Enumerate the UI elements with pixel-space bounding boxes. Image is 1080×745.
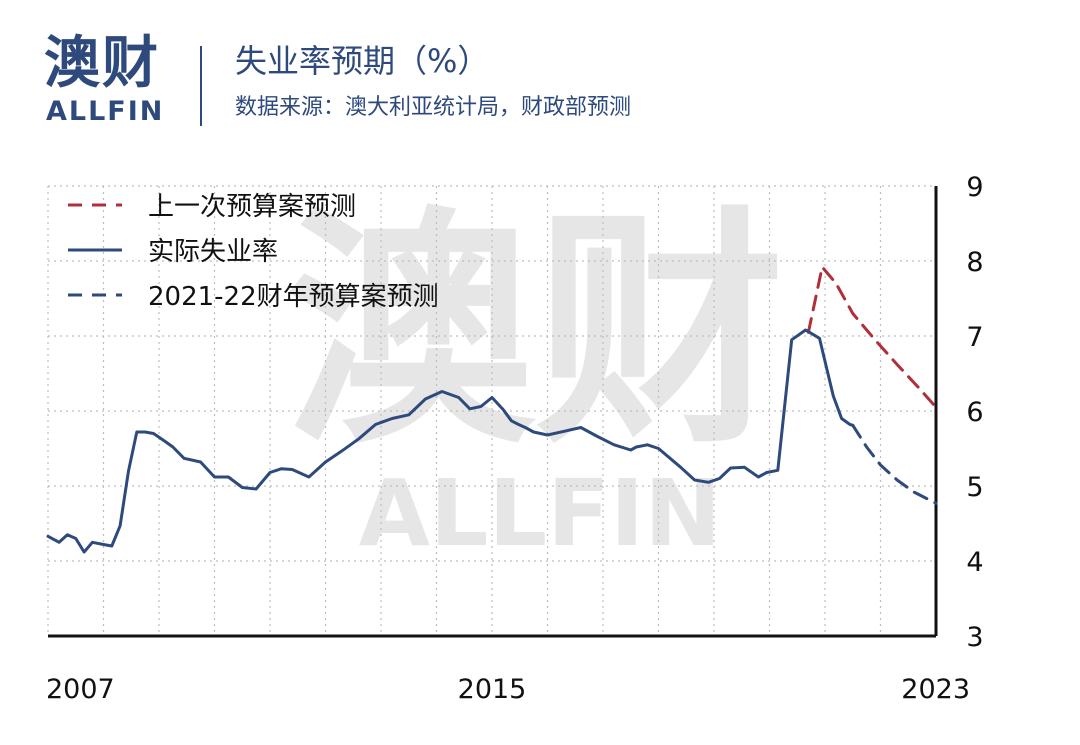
legend-label-1: 实际失业率 [148, 237, 278, 267]
watermark: 澳财 ALLFIN [285, 186, 785, 567]
series-line-1 [46, 328, 855, 554]
watermark-en: ALLFIN [359, 460, 722, 567]
brand-logo-en: ALLFIN [46, 96, 165, 127]
y-tick-label-3: 3 [966, 622, 983, 653]
y-axis-ticks: 3 4 5 6 7 8 9 [966, 172, 983, 653]
data-source: 数据来源：澳大利亚统计局，财政部预测 [235, 95, 632, 120]
brand-logo-cn: 澳财 [44, 31, 160, 96]
x-tick-label-2023: 2023 [901, 674, 970, 705]
x-tick-label-2015: 2015 [458, 674, 527, 705]
x-tick-label-2007: 2007 [46, 674, 115, 705]
legend-label-2: 2021-22财年预算案预测 [148, 282, 439, 312]
x-axis-ticks: 2007 2015 2023 [46, 674, 970, 705]
y-tick-label-9: 9 [966, 172, 983, 203]
y-tick-label-4: 4 [966, 547, 983, 578]
legend-label-0: 上一次预算案预测 [148, 192, 356, 222]
y-tick-label-7: 7 [966, 322, 983, 353]
series-line-0 [806, 265, 938, 409]
chart-title: 失业率预期（%） [235, 42, 490, 80]
axes [48, 186, 938, 638]
series-line-2 [851, 423, 938, 505]
header-divider [200, 46, 202, 126]
y-tick-label-8: 8 [966, 247, 983, 278]
y-tick-label-5: 5 [966, 472, 983, 503]
y-tick-label-6: 6 [966, 397, 983, 428]
watermark-cn: 澳财 [285, 186, 785, 477]
series-lines [46, 265, 938, 554]
grid [47, 185, 937, 636]
